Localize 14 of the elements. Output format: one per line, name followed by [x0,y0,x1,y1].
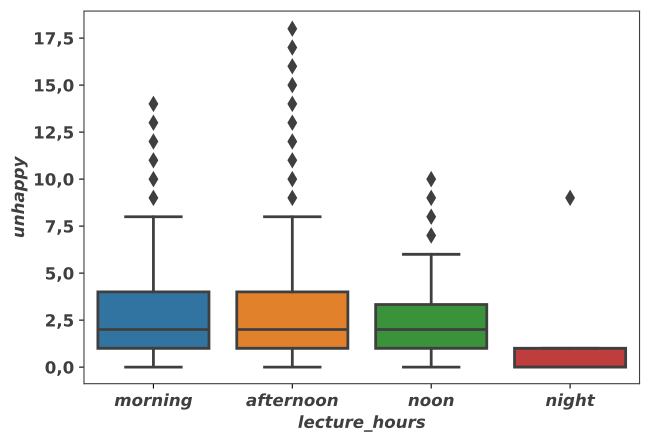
y-tick-label: 2,5 [46,314,74,329]
y-tick-label: 5,0 [46,267,74,282]
y-tick-label: 10,0 [35,173,74,188]
y-tick-label: 17,5 [35,32,74,47]
x-tick-label: noon [408,396,454,406]
x-axis-title: lecture_hours [298,415,426,432]
y-tick-label: 15,0 [35,79,74,94]
y-tick-label: 0,0 [46,361,74,376]
y-tick-label: 7,5 [46,220,74,235]
y-tick-label: 12,5 [35,126,74,141]
x-tick-label: morning [114,393,192,410]
y-axis-title: unhappy [11,156,28,238]
x-tick-label: night [546,393,596,410]
x-tick-label: afternoon [246,393,338,406]
